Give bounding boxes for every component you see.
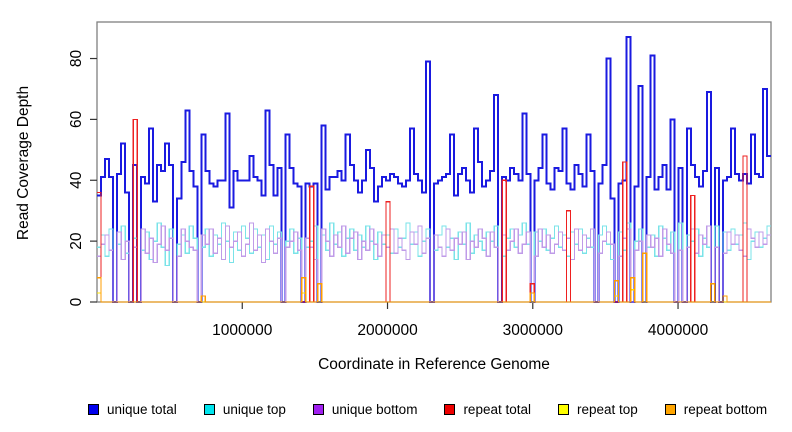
x-tick-label: 3000000 bbox=[503, 322, 564, 339]
legend-item-unique-bottom: unique bottom bbox=[312, 402, 418, 417]
legend-item-repeat-total: repeat total bbox=[444, 402, 531, 417]
y-tick-label: 20 bbox=[68, 232, 85, 250]
series-repeat-bottom bbox=[97, 252, 771, 303]
legend-label: unique total bbox=[107, 402, 177, 417]
repeat-total-swatch-icon bbox=[444, 404, 456, 415]
unique-total-swatch-icon bbox=[88, 404, 99, 415]
y-tick-label: 40 bbox=[68, 171, 85, 189]
unique-bottom-swatch-icon bbox=[312, 404, 324, 415]
legend-item-repeat-bottom: repeat bottom bbox=[664, 402, 768, 417]
x-tick-label: 2000000 bbox=[357, 322, 418, 339]
y-tick-label: 0 bbox=[68, 297, 85, 306]
x-axis-title: Coordinate in Reference Genome bbox=[318, 356, 550, 373]
repeat-bottom-swatch-icon bbox=[664, 404, 676, 415]
legend-label: unique bottom bbox=[331, 402, 418, 417]
y-tick-label: 60 bbox=[68, 110, 85, 128]
unique-top-swatch-icon bbox=[203, 404, 215, 415]
x-tick-label: 4000000 bbox=[648, 322, 709, 339]
series-unique-total bbox=[97, 36, 771, 303]
legend-label: repeat bottom bbox=[683, 402, 768, 417]
legend-label: repeat top bbox=[576, 402, 638, 417]
legend-item-unique-total: unique total bbox=[88, 402, 177, 417]
legend-label: unique top bbox=[222, 402, 286, 417]
repeat-top-swatch-icon bbox=[557, 404, 569, 415]
legend-item-unique-top: unique top bbox=[203, 402, 286, 417]
y-axis-title: Read Coverage Depth bbox=[15, 85, 32, 241]
series-unique-bottom bbox=[97, 222, 771, 303]
x-tick-label: 1000000 bbox=[212, 322, 273, 339]
legend-item-repeat-top: repeat top bbox=[557, 402, 638, 417]
legend: unique total unique top unique bottom re… bbox=[88, 402, 767, 417]
legend-label: repeat total bbox=[463, 402, 531, 417]
y-tick-label: 80 bbox=[68, 50, 85, 68]
